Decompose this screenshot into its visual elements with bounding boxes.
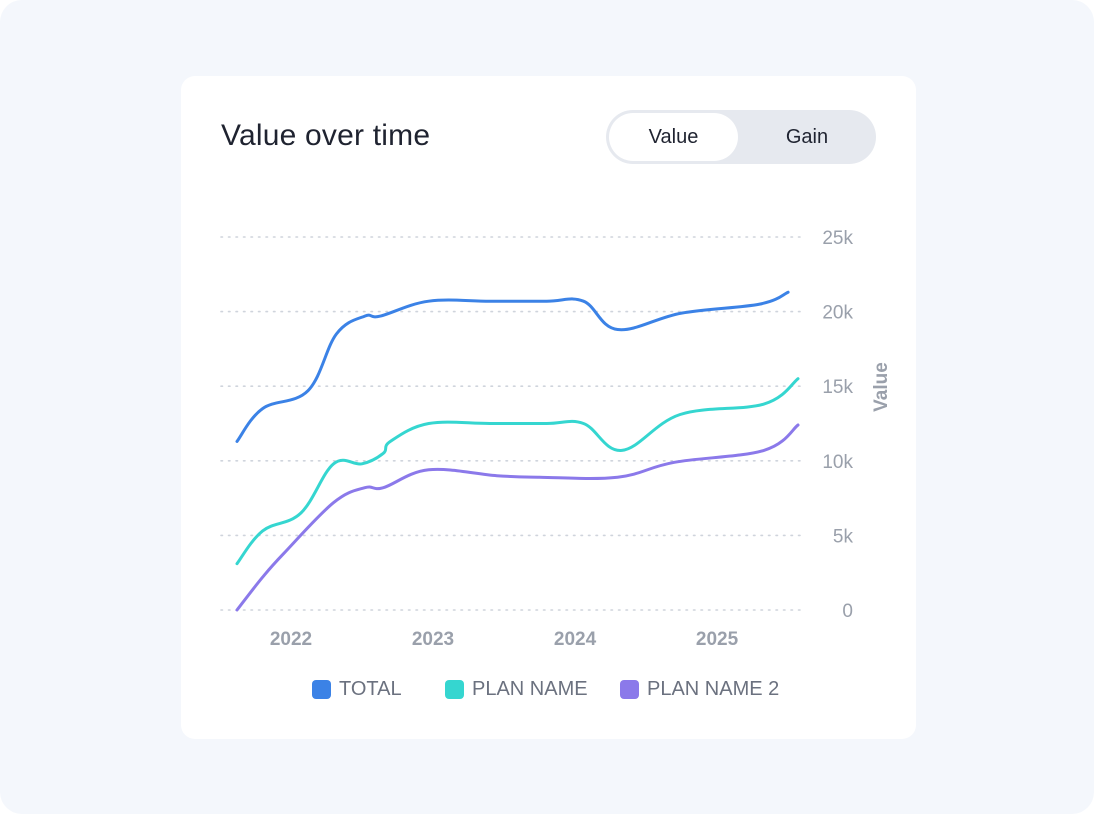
y-tick-label: 5k (833, 526, 854, 547)
chart-card: Value over time Value Gain 0 5k 10k 15k 20k 2… (181, 76, 916, 739)
y-tick-label: 25k (822, 228, 853, 249)
y-tick-label: 15k (822, 377, 853, 398)
x-tick-label: 2022 (270, 629, 312, 650)
y-axis-label: Value (871, 362, 892, 412)
line-chart: 0 5k 10k 15k 20k 25k 2022 2023 2024 2025 Value (220, 228, 892, 650)
toggle-value-option[interactable]: Value (609, 113, 738, 161)
legend-label-total: TOTAL (339, 677, 402, 700)
legend-swatch-plan-name (445, 679, 464, 699)
y-tick-label: 20k (822, 303, 853, 324)
chart-title: Value over time (221, 119, 431, 152)
x-tick-label: 2023 (412, 629, 454, 650)
series-line-total (235, 290, 790, 443)
series-line-plan-name-2 (235, 423, 800, 612)
value-gain-toggle[interactable]: Value Gain (606, 110, 876, 164)
legend-label-plan-name: PLAN NAME (472, 677, 588, 700)
legend-swatch-plan-name-2 (620, 679, 639, 699)
series-line-plan-name (235, 377, 800, 566)
x-tick-label: 2024 (554, 629, 597, 650)
x-tick-label: 2025 (696, 629, 739, 650)
y-tick-label: 10k (822, 452, 853, 473)
legend-item-plan-name: PLAN NAME (445, 676, 588, 702)
legend-item-total: TOTAL (312, 676, 402, 702)
legend-swatch-total (312, 679, 331, 699)
y-tick-label: 0 (842, 601, 853, 622)
legend-item-plan-name-2: PLAN NAME 2 (620, 676, 779, 702)
legend-label-plan-name-2: PLAN NAME 2 (647, 677, 780, 700)
toggle-gain-option[interactable]: Gain (785, 126, 829, 148)
